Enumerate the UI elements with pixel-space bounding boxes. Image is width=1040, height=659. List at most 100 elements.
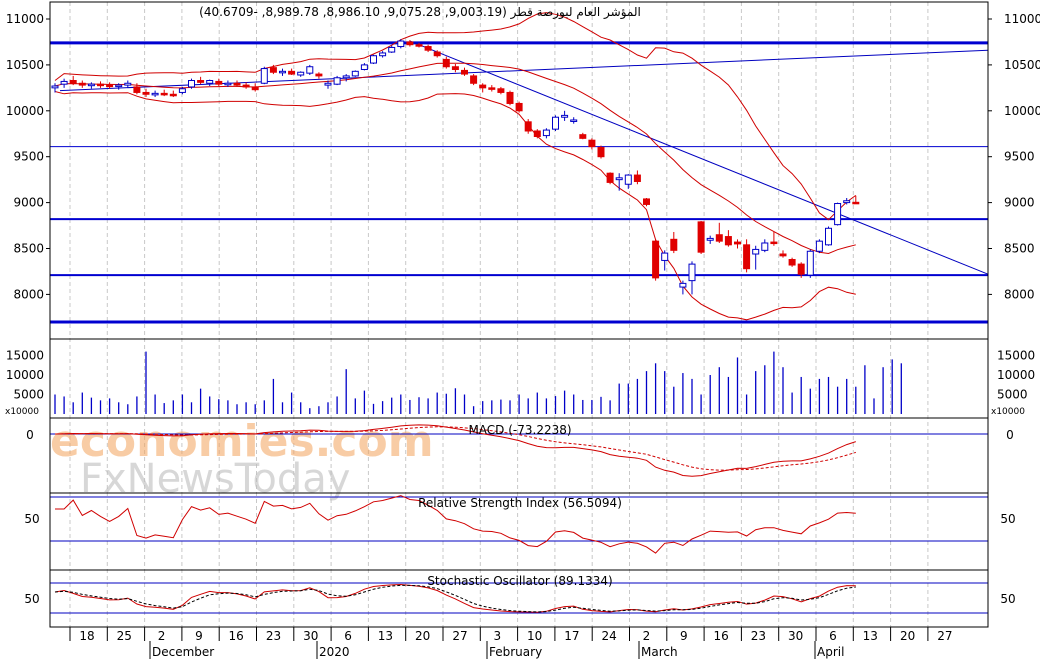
x-tick-4: 16 bbox=[229, 629, 244, 643]
candle-body-13 bbox=[169, 93, 177, 97]
bollinger-upper bbox=[54, 12, 857, 221]
price-tick-left-4: 9000 bbox=[13, 196, 44, 210]
candle-body-65 bbox=[643, 198, 650, 205]
candle-body-5 bbox=[97, 83, 104, 87]
candle-body-68 bbox=[670, 238, 678, 251]
x-tick-17: 16 bbox=[713, 629, 728, 643]
candle-body-37 bbox=[388, 46, 396, 53]
candle-body-73 bbox=[715, 234, 723, 242]
candle-body-46 bbox=[470, 75, 478, 84]
horizontal-levels bbox=[50, 41, 988, 324]
stoch-k-line bbox=[54, 583, 856, 613]
candle-body-61 bbox=[606, 172, 614, 183]
candle-body-28 bbox=[306, 66, 314, 74]
x-tick-3: 9 bbox=[195, 629, 203, 643]
x-tick-6: 30 bbox=[303, 629, 318, 643]
rsi-level-left: 50 bbox=[24, 512, 39, 526]
candle-body-64 bbox=[633, 174, 641, 182]
price-tick-right-4: 9000 bbox=[1004, 196, 1035, 210]
stoch-d-line bbox=[54, 584, 856, 613]
candle-body-1 bbox=[60, 80, 68, 85]
price-tick-right-0: 11000 bbox=[1004, 12, 1040, 26]
candle-body-74 bbox=[724, 236, 732, 246]
candle-body-87 bbox=[843, 200, 851, 204]
stochastic-label: Stochastic Oscillator (89.1334) bbox=[427, 574, 612, 588]
candle-body-48 bbox=[488, 87, 496, 90]
x-tick-11: 3 bbox=[493, 629, 501, 643]
panel-frames bbox=[49, 1, 989, 628]
x-tick-13: 17 bbox=[564, 629, 579, 643]
month-label-2: February bbox=[489, 645, 542, 659]
x-tick-19: 30 bbox=[788, 629, 803, 643]
candle-body-39 bbox=[406, 41, 414, 46]
macd-line bbox=[54, 424, 856, 477]
candle-body-0 bbox=[51, 85, 59, 89]
candle-body-14 bbox=[178, 88, 186, 93]
volume-tick-right-1: 10000 bbox=[997, 368, 1035, 382]
candle-body-44 bbox=[451, 66, 459, 70]
bollinger-bands bbox=[54, 12, 857, 321]
grid bbox=[69, 2, 929, 627]
candle-body-32 bbox=[342, 75, 350, 79]
month-label-0: December bbox=[152, 645, 214, 659]
watermark-brand-bottom: FxNewsToday bbox=[80, 456, 350, 502]
candle-body-66 bbox=[652, 240, 660, 279]
bollinger-middle bbox=[54, 62, 856, 255]
price-tick-right-2: 10000 bbox=[1004, 104, 1040, 118]
candle-body-86 bbox=[834, 203, 842, 226]
candle-body-20 bbox=[233, 82, 241, 86]
candle-body-24 bbox=[269, 67, 277, 73]
x-tick-14: 24 bbox=[602, 629, 617, 643]
candle-body-23 bbox=[260, 68, 268, 84]
stochastic-panel bbox=[50, 582, 988, 614]
x-tick-15: 2 bbox=[643, 629, 651, 643]
x-tick-8: 13 bbox=[378, 629, 393, 643]
candle-body-30 bbox=[324, 82, 332, 86]
candle-body-26 bbox=[288, 70, 296, 75]
x-tick-labels: 18 25 2 9 16 23 30 6 13 20 27 3 10 17 24 2 9 16 23 30 6 13 20 2… bbox=[69, 627, 953, 659]
candle-body-35 bbox=[370, 55, 377, 64]
candle-body-52 bbox=[524, 121, 532, 132]
macd-signal-line bbox=[54, 426, 856, 471]
candle-body-31 bbox=[333, 77, 341, 85]
volume-unit-right: x10000 bbox=[991, 407, 1025, 417]
x-tick-16: 9 bbox=[680, 629, 688, 643]
candle-body-49 bbox=[497, 88, 505, 93]
candle-body-60 bbox=[597, 147, 605, 158]
candle-body-38 bbox=[397, 40, 405, 48]
candle-body-36 bbox=[379, 52, 387, 57]
candle-body-71 bbox=[697, 221, 705, 253]
candle-body-6 bbox=[106, 84, 114, 88]
x-tick-21: 13 bbox=[863, 629, 878, 643]
candle-body-63 bbox=[624, 174, 632, 185]
price-tick-left-0: 11000 bbox=[6, 12, 44, 26]
candle-body-27 bbox=[297, 71, 305, 76]
candle-body-4 bbox=[87, 83, 95, 87]
trendline-falling bbox=[409, 40, 989, 275]
candle-body-79 bbox=[770, 241, 778, 245]
volume-tick-left-0: 15000 bbox=[6, 349, 44, 363]
x-tick-22: 20 bbox=[900, 629, 915, 643]
macd-panel bbox=[50, 424, 988, 477]
month-label-4: April bbox=[817, 645, 844, 659]
candle-body-77 bbox=[752, 248, 760, 255]
candle-body-51 bbox=[515, 102, 523, 112]
macd-label: MACD (-73.2238) bbox=[468, 423, 571, 437]
price-tick-left-6: 8000 bbox=[13, 287, 44, 301]
price-tick-right-5: 8500 bbox=[1004, 242, 1035, 256]
trend-lines bbox=[59, 40, 989, 275]
candle-body-81 bbox=[788, 259, 796, 266]
month-label-3: March bbox=[641, 645, 678, 659]
x-tick-9: 20 bbox=[415, 629, 430, 643]
price-tick-right-3: 9500 bbox=[1004, 150, 1035, 164]
candle-body-21 bbox=[242, 84, 250, 88]
y-tick-labels: 15000 15000 10000 10000 5000 5000 11000 11000 10… bbox=[6, 12, 1040, 402]
candle-body-85 bbox=[825, 227, 832, 246]
candle-body-80 bbox=[779, 253, 787, 257]
bollinger-lower bbox=[54, 91, 856, 321]
x-tick-20: 6 bbox=[829, 629, 837, 643]
candle-body-18 bbox=[215, 80, 223, 85]
x-tick-23: 27 bbox=[937, 629, 952, 643]
candle-body-29 bbox=[315, 73, 323, 77]
